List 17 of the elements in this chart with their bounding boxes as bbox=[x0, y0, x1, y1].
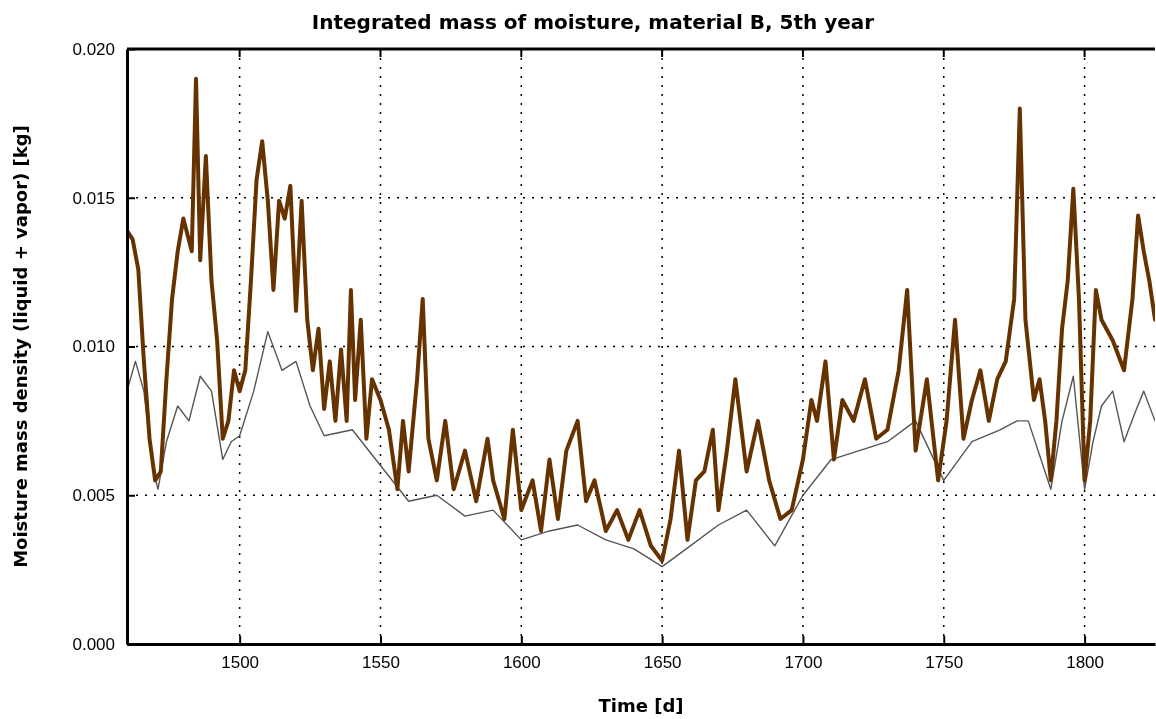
x-tick-label: 1750 bbox=[925, 653, 964, 673]
y-tick-label: 0.005 bbox=[72, 486, 115, 506]
x-tick-label: 1550 bbox=[362, 653, 400, 673]
y-tick-label: 0.020 bbox=[72, 39, 115, 59]
x-tick-label: 1500 bbox=[221, 653, 260, 673]
line-series bbox=[127, 76, 1155, 563]
x-tick-label: 1800 bbox=[1066, 653, 1104, 673]
y-tick-label: 0.015 bbox=[72, 188, 115, 208]
y-axis-title: Moisture mass density (liquid + vapor) [kg] bbox=[10, 125, 31, 568]
x-tick-label: 1700 bbox=[784, 653, 823, 673]
line-series bbox=[127, 330, 1155, 568]
y-tick-label: 0.000 bbox=[72, 634, 115, 654]
y-tick-label: 0.010 bbox=[72, 337, 115, 357]
x-tick-label: 1600 bbox=[502, 653, 541, 673]
chart-title: Integrated mass of moisture, material B, 5th year bbox=[311, 10, 875, 34]
x-axis-title: Time [d] bbox=[598, 695, 684, 716]
x-tick-label: 1650 bbox=[643, 653, 682, 673]
